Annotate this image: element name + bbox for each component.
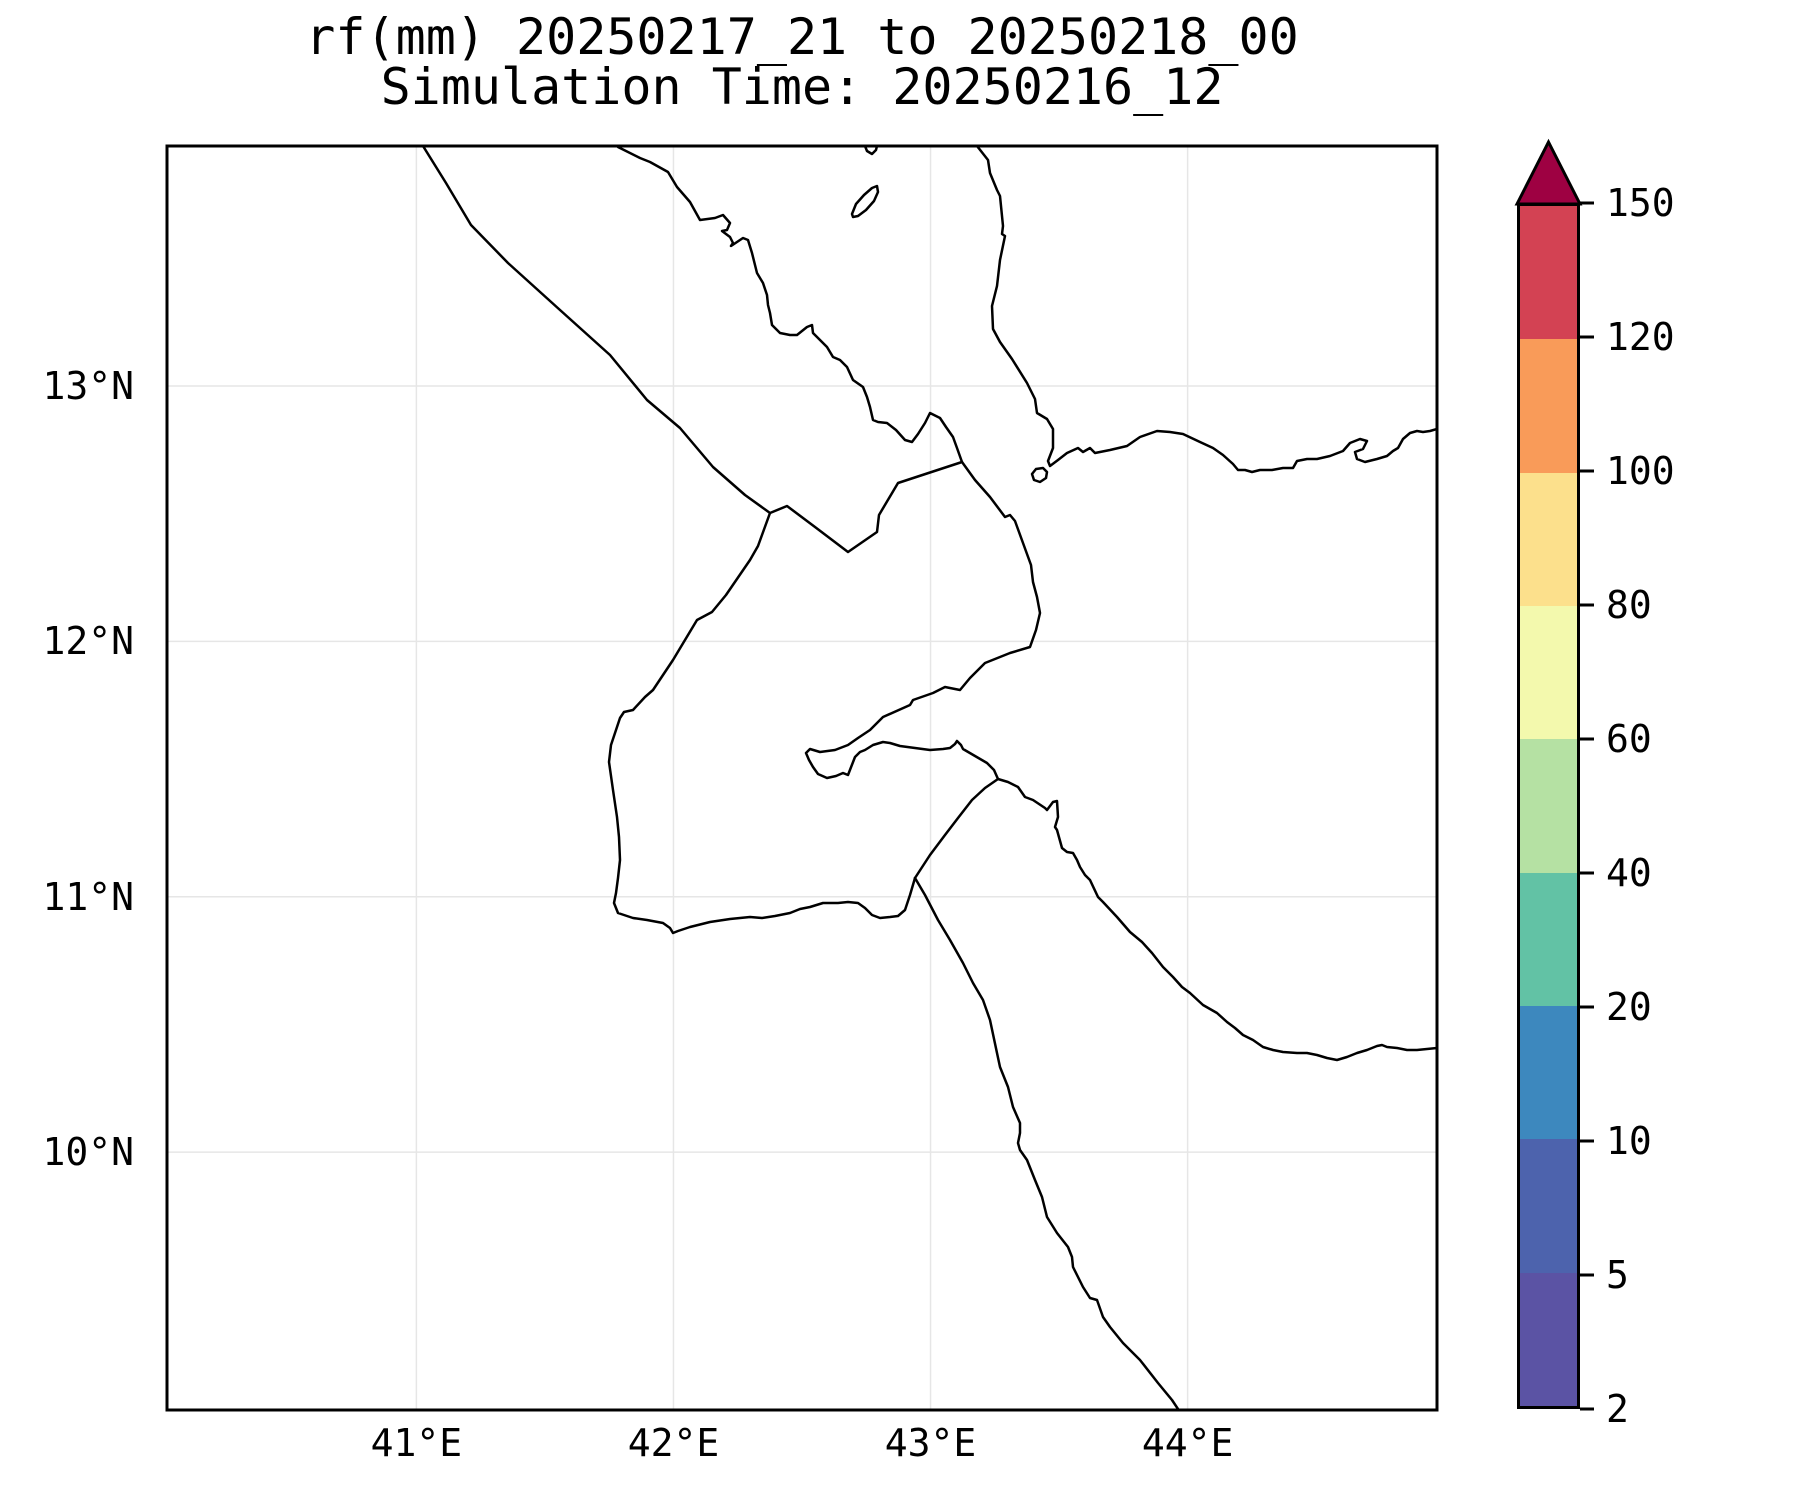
coastline-africa [616,146,1437,1062]
colorbar-tick-label: 5 [1606,1253,1629,1297]
x-tick-label: 43°E [884,1421,977,1465]
colorbar-extend-arrow [1514,138,1583,206]
border-ethiopia-somalia [913,876,1181,1410]
colorbar-tick-label: 2 [1606,1387,1629,1431]
colorbar-segment [1520,739,1577,873]
colorbar-tick-label: 80 [1606,583,1652,627]
plot-title-line1: rf(mm) 20250217_21 to 20250218_00 [305,8,1299,66]
gridlines [167,146,1437,1410]
colorbar-tick-label: 20 [1606,985,1652,1029]
x-tick-label: 41°E [370,1421,463,1465]
colorbar-segment [1520,605,1577,740]
colorbar-segment [1520,1005,1577,1140]
colorbar-tick-label: 120 [1606,315,1675,359]
y-tick-label: 11°N [42,874,134,919]
coastline-yemen [975,146,1437,474]
map-frame [165,144,1439,1412]
y-tick-label: 10°N [42,1130,134,1175]
border-djibouti-somalia [913,777,1000,880]
map-features [421,146,1437,1410]
island-perim [1030,466,1049,484]
colorbar-segment [1520,872,1577,1006]
colorbar [1517,203,1580,1409]
colorbar-tick-label: 100 [1606,449,1675,493]
colorbar-segment [1520,1139,1577,1273]
colorbar-tick-label: 60 [1606,717,1652,761]
y-tick-label: 12°N [42,619,134,664]
border-eritrea-ethiopia [421,146,772,515]
plot-title-line2: Simulation Time: 20250216_12 [380,58,1224,116]
plot-title: rf(mm) 20250217_21 to 20250218_00 Simulat… [167,12,1437,112]
border-ethiopia-djibouti [607,511,917,935]
border-eritrea-djibouti [768,460,964,554]
colorbar-segment [1520,1272,1577,1406]
colorbar-segment [1520,472,1577,606]
island-hanish [850,184,880,219]
x-tick-label: 44°E [1141,1421,1234,1465]
colorbar-tick-label: 10 [1606,1119,1652,1163]
colorbar-segment [1520,339,1577,473]
x-tick-label: 42°E [627,1421,720,1465]
colorbar-segment [1520,206,1577,340]
colorbar-tick-label: 150 [1606,181,1675,225]
island-zuqar-tip [863,146,879,156]
colorbar-tick-label: 40 [1606,851,1652,895]
y-tick-label: 13°N [42,364,134,409]
